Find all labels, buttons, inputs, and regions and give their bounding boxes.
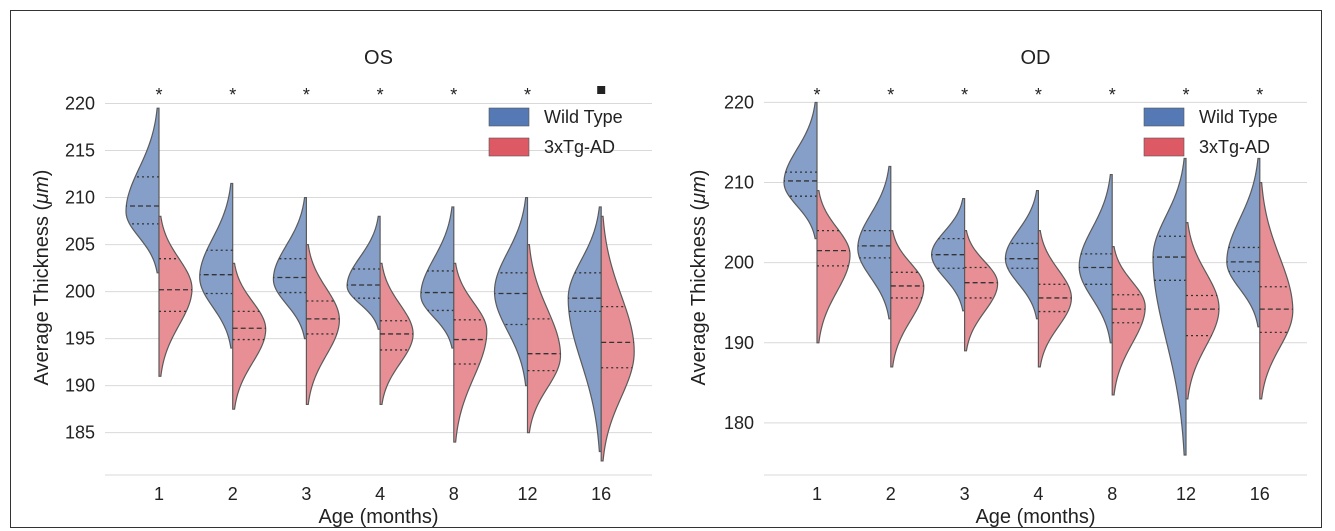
violin-3xtg-ad [158,215,193,377]
violin-wild-type [1004,189,1039,320]
violin-wild-type [346,215,381,330]
legend-swatch-3xtg-ad [488,137,530,157]
y-tick-label: 195 [65,329,95,349]
legend-label: Wild Type [1199,107,1278,127]
significance-marker: * [450,85,457,105]
significance-marker: * [1256,85,1263,105]
y-axis-label-suffix: ) [31,170,53,177]
violin-wild-type [783,101,818,240]
y-tick-label: 185 [65,423,95,443]
x-tick-label: 12 [517,484,537,504]
y-axis-label: Average Thickness (μm) [31,170,53,386]
legend-swatch-3xtg-ad [1143,137,1185,157]
chart-title: OS [364,47,393,69]
significance-marker: * [1035,85,1042,105]
violin-wild-type [125,107,160,274]
x-tick-label: 8 [449,484,459,504]
y-tick-label: 200 [65,282,95,302]
y-tick-label: 210 [65,188,95,208]
significance-marker: * [1182,85,1189,105]
violin-3xtg-ad [305,243,340,406]
y-tick-label: 200 [724,253,754,273]
violin-wild-type [272,196,307,340]
x-tick-label: 2 [886,484,896,504]
y-tick-label: 215 [65,141,95,161]
violin-3xtg-ad [816,189,851,344]
legend-swatch-wild-type [488,107,530,127]
y-tick-label: 220 [724,92,754,112]
significance-marker: * [524,85,531,105]
violin-3xtg-ad [600,215,635,462]
x-axis-label: Age (months) [975,506,1095,528]
figure-frame [10,10,1322,528]
violin-wild-type [1078,173,1113,344]
y-tick-label: 210 [724,173,754,193]
violin-3xtg-ad [526,243,562,434]
x-tick-label: 16 [591,484,611,504]
violin-3xtg-ad [890,230,925,368]
y-axis-label: Average Thickness (μm) [688,170,710,386]
significance-marker: * [1109,85,1116,105]
y-axis-label-prefix: Average Thickness ( [688,204,710,386]
chart-panel-os: 185 190 195 200 205 210 215 220 OS Average Thickn… [31,47,652,528]
significance-marker: * [813,85,820,105]
violin-wild-type [493,196,529,387]
significance-marker: * [377,85,384,105]
x-tick-label: 12 [1176,484,1196,504]
violin-3xtg-ad [232,262,267,410]
x-tick-label: 3 [301,484,311,504]
significance-marker: * [229,85,236,105]
legend-label: Wild Type [544,107,623,127]
x-tick-label: 8 [1107,484,1117,504]
x-tick-label: 3 [960,484,970,504]
violin-3xtg-ad [1185,222,1220,400]
violin-3xtg-ad [453,262,488,443]
y-axis-label-unit: μm [688,176,710,205]
x-tick-label: 1 [154,484,164,504]
y-tick-label: 180 [724,413,754,433]
y-axis-label-suffix: ) [688,170,710,177]
y-axis-label-prefix: Average Thickness ( [31,204,53,386]
x-tick-label: 4 [1033,484,1043,504]
violin-wild-type [1226,157,1261,328]
chart-title: OD [1021,47,1051,69]
y-tick-label: 190 [724,333,754,353]
legend-swatch-wild-type [1143,107,1185,127]
violin-wild-type [567,206,602,453]
violin-3xtg-ad [1259,181,1294,400]
legend-label: 3xTg-AD [1199,137,1270,157]
violin-wild-type [857,165,892,320]
violin-wild-type [199,182,234,349]
legend-label: 3xTg-AD [544,137,615,157]
x-tick-label: 2 [228,484,238,504]
significance-marker: * [961,85,968,105]
y-axis-label-unit: μm [31,176,53,205]
violin-wild-type [1152,157,1187,456]
violin-3xtg-ad [1037,230,1072,368]
x-tick-label: 1 [812,484,822,504]
x-tick-label: 4 [375,484,385,504]
significance-marker: * [887,85,894,105]
y-tick-label: 205 [65,235,95,255]
significance-marker [597,86,606,94]
violin-3xtg-ad [1111,246,1146,396]
y-tick-label: 220 [65,94,95,114]
significance-marker: * [155,85,162,105]
x-axis-label: Age (months) [318,506,438,528]
violin-3xtg-ad [964,230,999,352]
y-tick-label: 190 [65,376,95,396]
significance-marker: * [303,85,310,105]
x-tick-label: 16 [1250,484,1270,504]
violin-wild-type [420,206,455,349]
